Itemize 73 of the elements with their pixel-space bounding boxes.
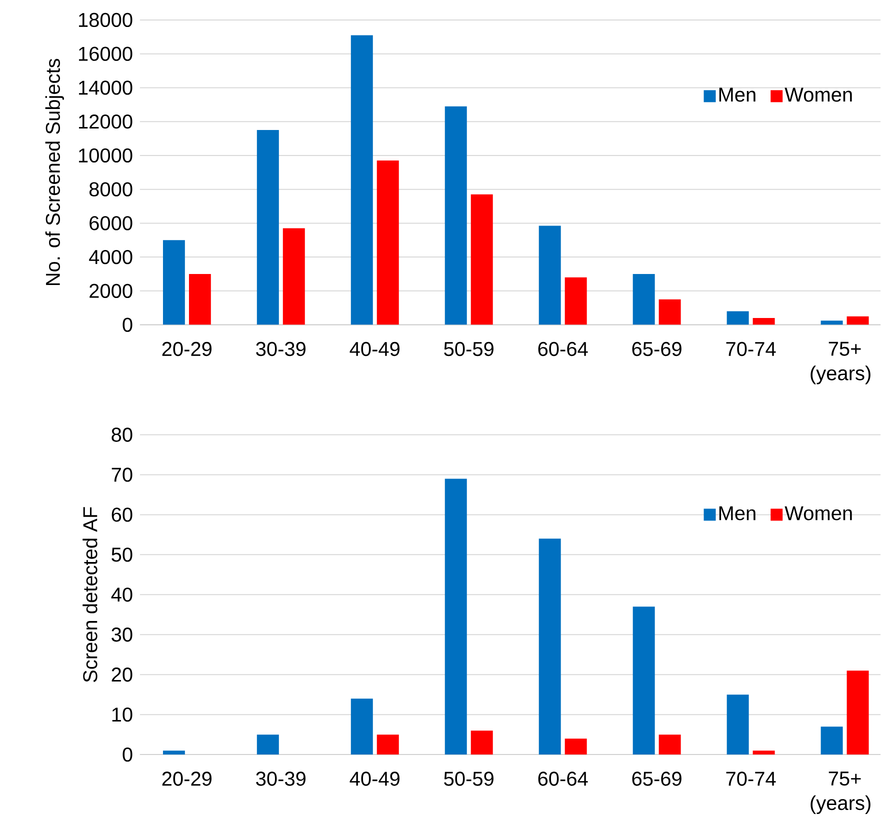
bar bbox=[350, 698, 373, 755]
bar bbox=[846, 316, 869, 326]
bar bbox=[820, 726, 843, 755]
y-tick-label: 80 bbox=[112, 428, 132, 442]
bar bbox=[282, 228, 305, 326]
y-tick-label: 16000 bbox=[79, 46, 132, 62]
bar bbox=[256, 130, 279, 326]
x-tick-label: 75+ bbox=[828, 772, 861, 786]
y-tick-label: 30 bbox=[112, 628, 132, 642]
y-axis-title: No. of Screened Subjects bbox=[45, 59, 64, 286]
y-tick-label: 14000 bbox=[79, 80, 132, 96]
y-tick-label: 6000 bbox=[90, 216, 132, 231]
legend-label: Women bbox=[784, 506, 852, 521]
bar bbox=[376, 734, 399, 755]
bar bbox=[538, 226, 561, 326]
x-tick-label: 60-64 bbox=[538, 342, 588, 356]
x-tick-label: 40-49 bbox=[350, 772, 400, 786]
y-tick-label: 4000 bbox=[89, 250, 132, 264]
y-tick-label: 20 bbox=[112, 668, 132, 682]
bar bbox=[632, 274, 655, 326]
bar bbox=[726, 311, 749, 326]
x-tick-label: 60-64 bbox=[538, 772, 588, 786]
bar bbox=[256, 734, 279, 755]
bar bbox=[162, 240, 185, 326]
bar bbox=[658, 734, 681, 755]
bar bbox=[820, 320, 843, 326]
y-tick-label: 50 bbox=[112, 548, 132, 562]
y-tick-label: 2000 bbox=[90, 284, 132, 298]
x-tick-label: 30-39 bbox=[256, 342, 306, 356]
x-tick-label: 40-49 bbox=[350, 342, 400, 356]
bar bbox=[444, 478, 467, 755]
x-tick-label: 65-69 bbox=[632, 772, 682, 786]
y-tick-label: 70 bbox=[112, 468, 132, 482]
bar bbox=[726, 694, 749, 755]
bar bbox=[564, 278, 587, 326]
y-tick-label: 10 bbox=[112, 708, 132, 722]
y-tick-label: 40 bbox=[111, 588, 132, 602]
bar bbox=[162, 750, 185, 755]
bar bbox=[376, 160, 399, 326]
bar bbox=[350, 35, 373, 326]
y-tick-label: 18000 bbox=[79, 13, 132, 28]
x-tick-label: 65-69 bbox=[632, 342, 682, 356]
y-tick-label: 60 bbox=[112, 508, 132, 522]
y-tick-label: 0 bbox=[122, 318, 132, 332]
legend-label: Men bbox=[719, 88, 756, 102]
y-tick-label: 8000 bbox=[89, 182, 132, 197]
legend-label: Men bbox=[719, 506, 756, 521]
bar bbox=[846, 670, 869, 755]
bar bbox=[632, 606, 655, 755]
bar bbox=[752, 318, 775, 326]
bar bbox=[470, 730, 493, 755]
bar bbox=[658, 300, 681, 326]
x-tick-label: 30-39 bbox=[256, 772, 306, 786]
x-tick-label: 50-59 bbox=[444, 342, 494, 356]
bar bbox=[470, 194, 493, 326]
bar bbox=[444, 106, 467, 326]
y-axis-title: Screen detected AF bbox=[82, 507, 98, 682]
y-tick-label: 12000 bbox=[79, 114, 132, 129]
x-axis-title: (years) bbox=[810, 366, 870, 385]
y-tick-label: 10000 bbox=[79, 148, 132, 163]
bar bbox=[564, 738, 587, 755]
x-tick-label: 70-74 bbox=[726, 772, 776, 786]
bar bbox=[538, 538, 561, 755]
x-tick-label: 20-29 bbox=[162, 342, 212, 356]
bar bbox=[188, 274, 211, 326]
x-tick-label: 50-59 bbox=[444, 772, 494, 786]
x-tick-label: 75+ bbox=[828, 342, 861, 356]
legend-label: Women bbox=[784, 88, 852, 102]
x-tick-label: 70-74 bbox=[726, 342, 776, 356]
x-tick-label: 20-29 bbox=[162, 772, 212, 786]
y-tick-label: 0 bbox=[122, 748, 132, 762]
bar bbox=[752, 750, 775, 755]
x-axis-title: (years) bbox=[810, 796, 870, 814]
